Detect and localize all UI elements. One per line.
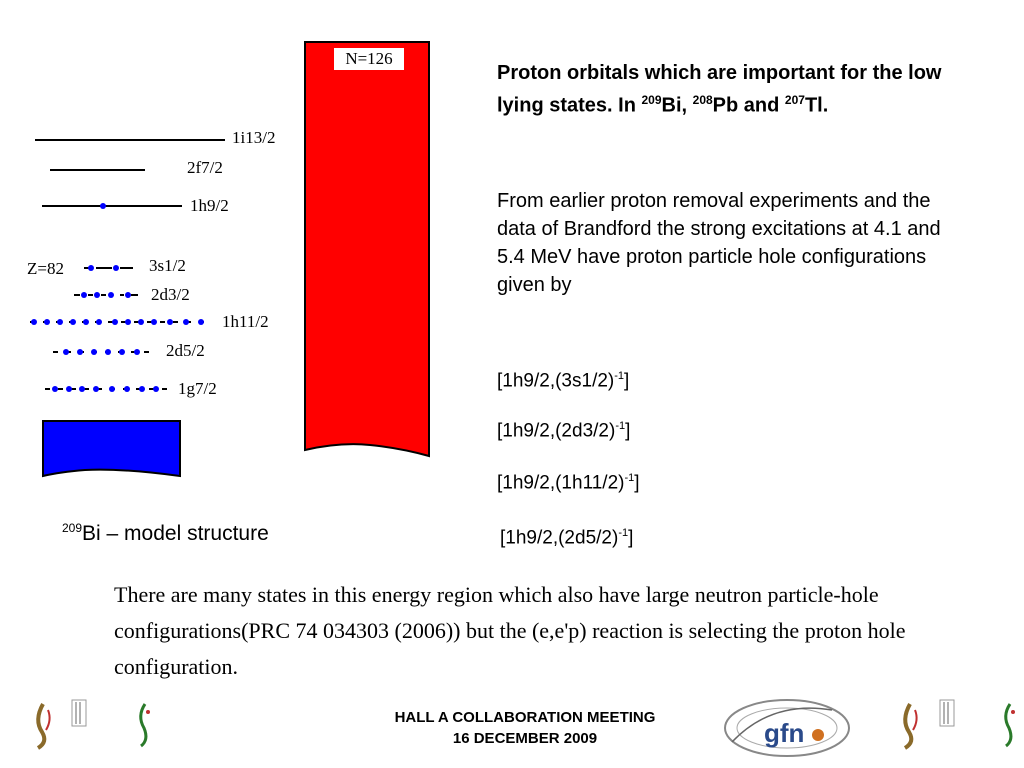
- level-label-2f7-2: 2f7/2: [187, 158, 223, 177]
- level-label-1h11-2: 1h11/2: [222, 312, 269, 331]
- z-number-label: Z=82: [27, 259, 64, 278]
- config-line: [1h9/2,(3s1/2)-1]: [497, 370, 630, 392]
- svg-text:gfn: gfn: [764, 718, 804, 748]
- footer-line-1: HALL A COLLABORATION MEETING: [394, 709, 656, 726]
- slide-heading: Proton orbitals which are important for …: [497, 62, 942, 117]
- config-line: [1h9/2,(1h11/2)-1]: [497, 472, 640, 494]
- jefferson-lab-logo-right: [903, 703, 918, 750]
- infn-logo-text: [71, 699, 87, 727]
- description-paragraph: From earlier proton removal experiments …: [497, 190, 941, 296]
- jefferson-lab-logo: [36, 703, 51, 750]
- neutron-number-label: N=126: [334, 48, 404, 70]
- level-label-3s1-2: 3s1/2: [149, 256, 186, 275]
- infn-logo-text-right: [939, 699, 955, 727]
- config-line: [1h9/2,(2d3/2)-1]: [497, 420, 631, 442]
- gfn-logo: gfn: [724, 699, 850, 757]
- proton-levels-diagram: [30, 139, 225, 478]
- proton-filled-block: [42, 420, 181, 478]
- proton-dot: [100, 203, 106, 209]
- diagram-caption: 209Bi – model structure: [62, 521, 269, 545]
- level-label-1h9-2: 1h9/2: [190, 196, 229, 215]
- infn-logo: [139, 703, 150, 748]
- neutron-shell-block: [304, 41, 430, 458]
- footer-line-2: 16 DECEMBER 2009: [452, 730, 598, 747]
- level-label-1g7-2: 1g7/2: [178, 379, 217, 398]
- level-label-1i13-2: 1i13/2: [232, 128, 276, 147]
- footer: HALL A COLLABORATION MEETING 16 DECEMBER…: [340, 707, 710, 749]
- config-line: [1h9/2,(2d5/2)-1]: [500, 527, 634, 549]
- bottom-paragraph: There are many states in this energy reg…: [114, 582, 906, 679]
- infn-logo-right: [1004, 703, 1015, 748]
- level-label-2d3-2: 2d3/2: [151, 285, 190, 304]
- level-label-2d5-2: 2d5/2: [166, 341, 205, 360]
